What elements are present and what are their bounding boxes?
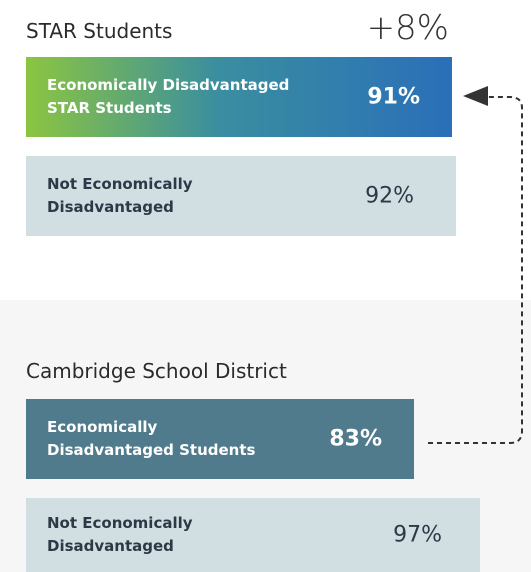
label-line: Economically	[47, 418, 158, 436]
bar-label: Not Economically Disadvantaged	[47, 173, 193, 219]
label-line: Disadvantaged Students	[47, 441, 256, 459]
label-line: STAR Students	[47, 99, 172, 117]
label-line: Economically Disadvantaged	[47, 76, 290, 94]
bar-value: 92%	[365, 183, 414, 209]
bar: Economically Disadvantaged STAR Students …	[26, 57, 452, 137]
bar: Not Economically Disadvantaged 97%	[26, 498, 480, 572]
bar-value: 97%	[393, 522, 442, 548]
bar-value: 91%	[367, 84, 420, 110]
bar-value: 83%	[329, 426, 382, 452]
label-line: Not Economically	[47, 514, 193, 532]
dashed-connector	[428, 96, 523, 444]
section-title: STAR Students	[26, 19, 173, 43]
label-line: Not Economically	[47, 175, 193, 193]
arrowhead	[463, 86, 488, 106]
label-line: Disadvantaged	[47, 537, 174, 555]
bar-label: Economically Disadvantaged Students	[47, 416, 255, 462]
bar: Economically Disadvantaged Students 83%	[26, 399, 414, 479]
bar-label: Not Economically Disadvantaged	[47, 512, 193, 558]
bar-label: Economically Disadvantaged STAR Students	[47, 74, 289, 120]
bar: Not Economically Disadvantaged 92%	[26, 156, 456, 236]
label-line: Disadvantaged	[47, 198, 174, 216]
headline: +8%	[366, 8, 449, 48]
section-title: Cambridge School District	[26, 359, 287, 383]
